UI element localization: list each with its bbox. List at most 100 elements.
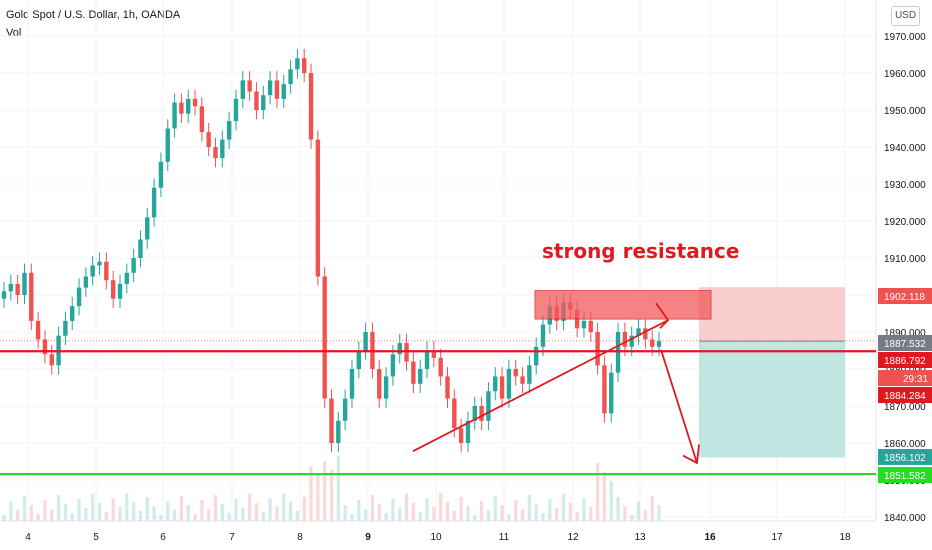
price-tick-label: 1940.000 xyxy=(884,143,926,154)
volume-bar xyxy=(657,505,661,521)
volume-bar xyxy=(138,511,143,521)
volume-bar xyxy=(480,501,484,521)
time-tick-label: 13 xyxy=(634,532,646,543)
candle-body xyxy=(520,376,525,384)
volume-bar xyxy=(364,509,368,521)
price-tag-countdown xyxy=(878,370,932,386)
volume-bar xyxy=(323,461,327,521)
volume-bar xyxy=(411,503,415,521)
candle-body xyxy=(513,369,518,377)
volume-bar xyxy=(507,514,511,521)
volume-bar xyxy=(63,504,68,521)
volume-bar xyxy=(602,472,607,521)
candle-body xyxy=(615,332,621,373)
candle-body xyxy=(165,128,170,162)
price-tag-resistance xyxy=(878,352,932,368)
candle-body xyxy=(213,147,218,159)
volume-bar xyxy=(159,515,163,521)
price-tag-target xyxy=(878,449,932,465)
volume-bar xyxy=(275,507,279,521)
volume-bar xyxy=(493,496,497,521)
volume-bar xyxy=(636,501,641,521)
candle-body xyxy=(356,350,361,369)
volume-bar xyxy=(84,508,88,521)
candle-body xyxy=(486,391,491,421)
price-tick-label: 1870.000 xyxy=(884,402,926,413)
volume-bar xyxy=(50,509,54,521)
candle-body xyxy=(390,354,396,377)
candle-body xyxy=(472,406,477,421)
candle-body xyxy=(588,320,593,332)
volume-bar xyxy=(589,507,593,521)
price-tick-label: 1970.000 xyxy=(884,32,926,43)
volume-bar xyxy=(568,503,572,521)
candle-body xyxy=(336,420,341,443)
volume-bar xyxy=(623,506,627,521)
volume-bar xyxy=(179,496,183,521)
candle-body xyxy=(192,98,198,107)
volume-bar xyxy=(207,509,211,521)
price-tag-label: 1884.284 xyxy=(884,391,926,402)
volume-bar xyxy=(241,508,245,521)
volume-bar xyxy=(384,513,388,521)
candle-body xyxy=(35,320,41,340)
candle-body xyxy=(281,84,286,99)
candle-body xyxy=(322,276,327,399)
candle-body xyxy=(206,132,211,147)
volume-bar xyxy=(452,511,456,521)
volume-bar xyxy=(643,510,647,521)
volume-bar xyxy=(9,501,13,521)
volume-bar xyxy=(36,514,40,521)
price-tick-label: 1910.000 xyxy=(884,254,926,265)
volume-bar xyxy=(370,495,375,521)
volume-bar xyxy=(527,495,531,521)
price-tag-label: 1886.792 xyxy=(884,356,926,367)
candle-body xyxy=(186,98,191,114)
candle-body xyxy=(308,73,314,140)
candle-body xyxy=(199,106,205,133)
time-tick-label: 8 xyxy=(297,532,303,543)
volume-bar xyxy=(439,493,443,521)
candle-body xyxy=(411,361,416,384)
candle-body xyxy=(533,346,539,366)
candle-body xyxy=(527,365,532,384)
volume-bar xyxy=(227,513,231,521)
time-tick-label: 5 xyxy=(93,532,99,543)
stop-loss-zone xyxy=(699,287,845,342)
candle-body xyxy=(363,332,368,351)
volume-bar xyxy=(561,494,566,521)
volume-bar xyxy=(220,504,224,521)
candle-body xyxy=(609,372,614,414)
candle-body xyxy=(431,350,437,358)
price-tag-last-price xyxy=(878,387,932,403)
candle-body xyxy=(329,398,334,443)
currency-button[interactable]: USD xyxy=(891,6,920,26)
candle-body xyxy=(506,369,512,399)
volume-bar xyxy=(70,513,74,521)
volume-bar xyxy=(166,501,170,521)
candle-body xyxy=(452,398,457,429)
volume-bar xyxy=(234,499,238,521)
volume-bar xyxy=(616,497,620,521)
candle-body xyxy=(15,283,20,295)
volume-bar xyxy=(248,494,252,521)
volume-bar xyxy=(302,497,306,521)
volume-bar xyxy=(555,508,559,521)
volume-bar xyxy=(132,502,136,521)
volume-bar xyxy=(152,506,156,521)
price-tag-label: 29:31 xyxy=(903,374,928,385)
volume-bar xyxy=(391,499,395,521)
volume-bar xyxy=(316,475,320,521)
time-tick-label: 12 xyxy=(567,532,579,543)
volume-bar xyxy=(111,498,115,521)
price-tick-label: 1890.000 xyxy=(884,328,926,339)
candle-body xyxy=(445,376,450,399)
candle-body xyxy=(643,328,648,340)
candle-body xyxy=(90,265,95,277)
candle-body xyxy=(117,283,123,299)
volume-bar xyxy=(486,510,491,521)
volume-bar xyxy=(357,500,361,521)
candle-body xyxy=(247,80,252,92)
trendline xyxy=(412,319,669,452)
